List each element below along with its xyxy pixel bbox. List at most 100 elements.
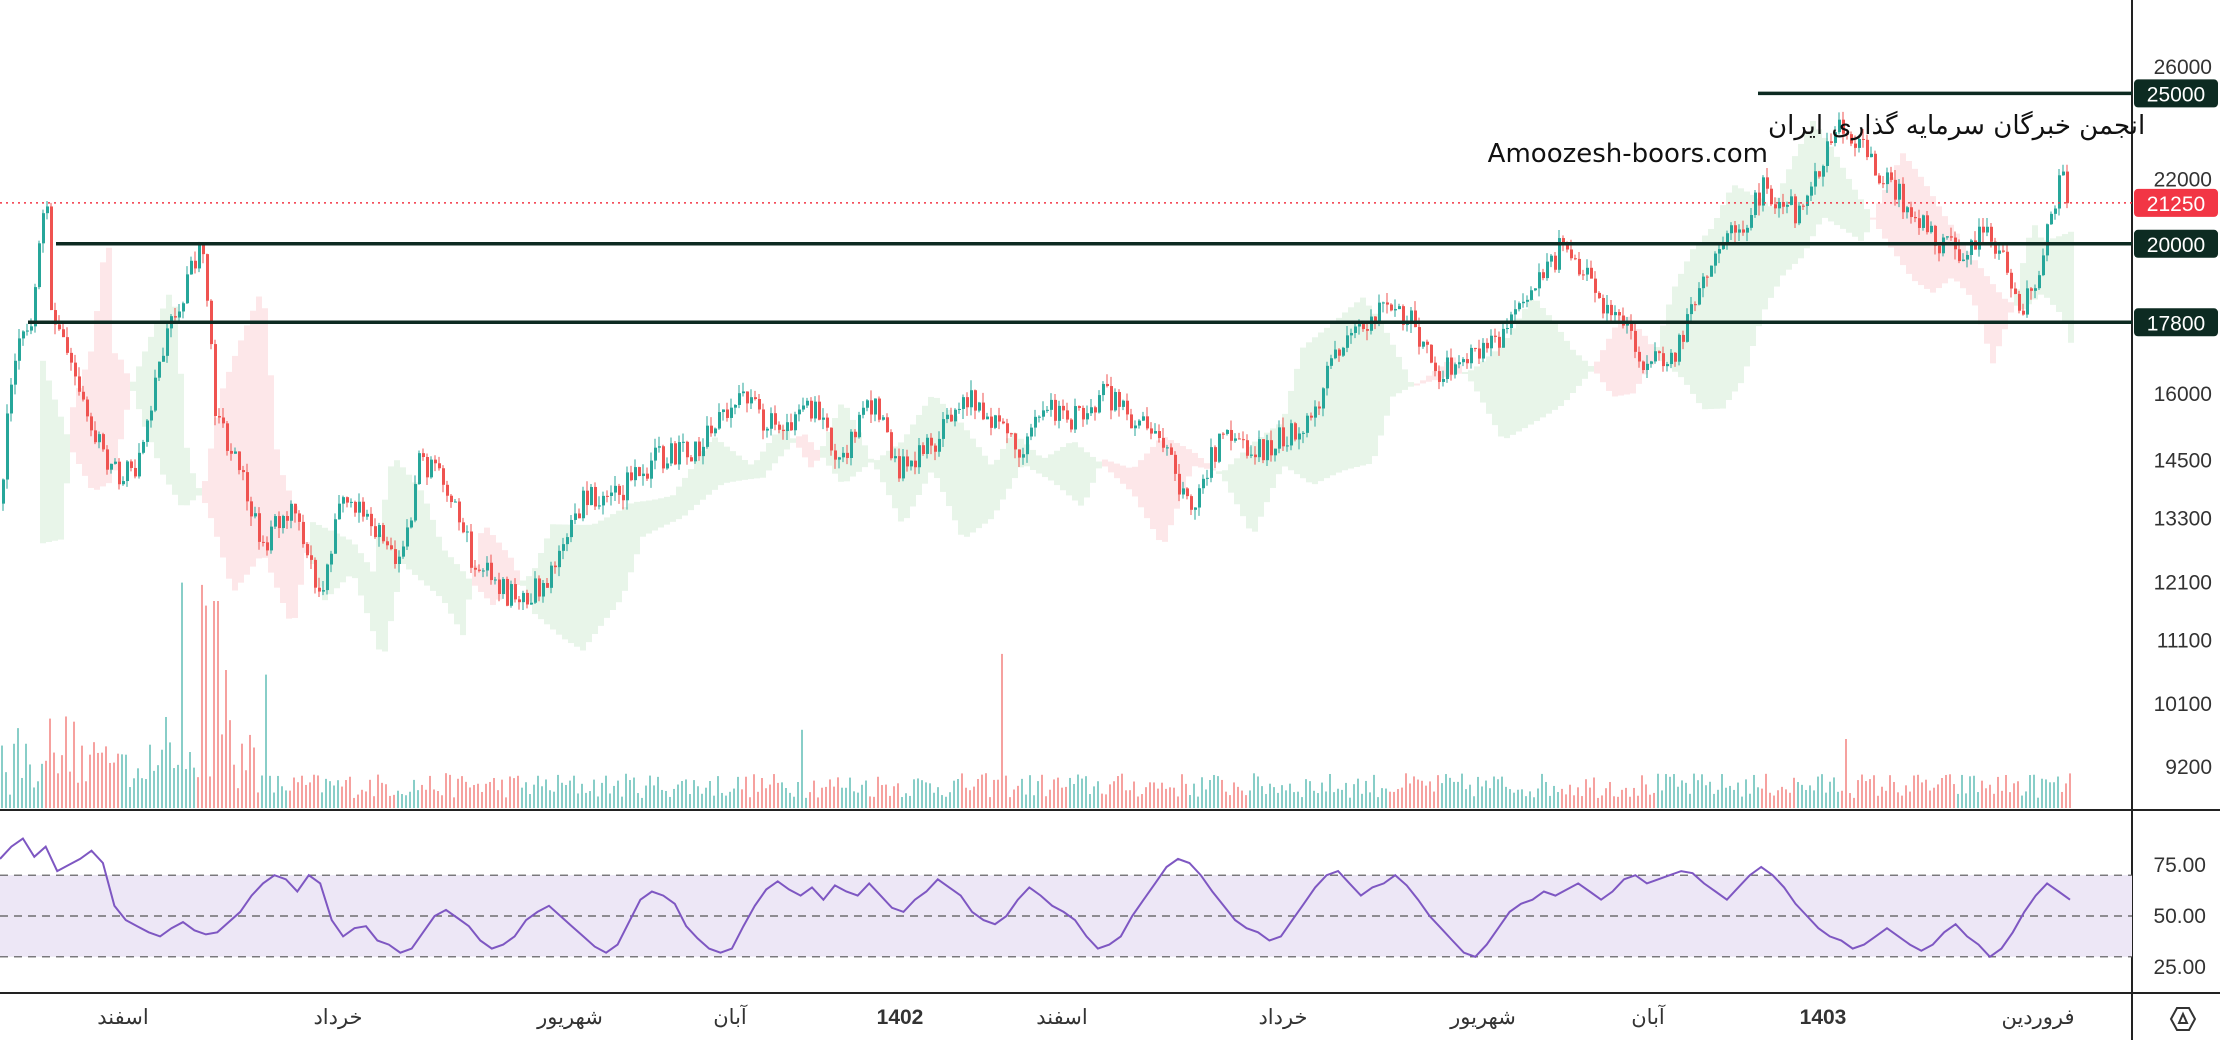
candle-body [1522, 301, 1525, 304]
volume-bar [1425, 785, 1427, 808]
volume-bar [1689, 793, 1691, 808]
candle-body [166, 328, 169, 356]
candle-body [402, 546, 405, 557]
cloud-segment [136, 366, 142, 410]
volume-bar [1917, 774, 1919, 808]
candle-body [414, 484, 417, 521]
volume-bar [1041, 774, 1043, 808]
candle [274, 514, 277, 529]
cloud-segment [1660, 325, 1666, 362]
candle [706, 416, 709, 449]
candle [138, 443, 141, 479]
volume-bar [1229, 795, 1231, 808]
cloud-segment [736, 455, 742, 481]
volume-bar [397, 790, 399, 808]
volume-bar [2029, 775, 2031, 808]
price-tick-label: 9200 [2165, 756, 2212, 779]
candle-body [682, 441, 685, 443]
price-tick-label: 16000 [2154, 383, 2212, 406]
candle-body [1218, 433, 1221, 462]
candle-body [818, 401, 821, 420]
cloud-segment [442, 550, 448, 604]
volume-bar [1681, 780, 1683, 808]
candle [882, 415, 885, 421]
candle [586, 481, 589, 516]
cloud-segment [1486, 356, 1492, 414]
candle-body [206, 254, 209, 301]
candle [466, 525, 469, 543]
cloud-segment [976, 447, 982, 529]
volume-bar [1905, 785, 1907, 808]
cloud-segment [106, 247, 112, 484]
volume-bar [2041, 778, 2043, 808]
candle-body [1178, 473, 1181, 495]
candle-body [870, 400, 873, 415]
volume-bar [1345, 782, 1347, 808]
cloud-segment [1570, 349, 1576, 393]
candle-body [1014, 433, 1017, 450]
volume-bar [2013, 783, 2015, 808]
cloud-segment [1504, 337, 1510, 439]
candle [966, 392, 969, 416]
candle [1334, 340, 1337, 360]
candle-body [946, 414, 949, 420]
volume-bar [693, 780, 695, 808]
candle-body [774, 413, 777, 425]
cloud-segment [1528, 299, 1534, 425]
candle [198, 241, 201, 273]
candle [1674, 352, 1677, 367]
candle-body [1078, 406, 1081, 408]
candle [1690, 297, 1693, 324]
hexagon-settings-icon[interactable] [2169, 1007, 2197, 1031]
candle-body [2026, 288, 2029, 315]
candle-body [978, 402, 981, 411]
candle [1006, 418, 1009, 444]
candle-body [114, 461, 117, 464]
candle-body [330, 553, 333, 565]
candle-body [958, 408, 961, 410]
candle-body [678, 442, 681, 465]
candle [1294, 421, 1297, 442]
candle-body [1618, 312, 1621, 316]
candle-body [106, 449, 109, 470]
candle-body [554, 565, 557, 568]
candle [1642, 360, 1645, 374]
cloud-segment [892, 446, 898, 509]
candle [1310, 412, 1313, 421]
cloud-segment [430, 519, 436, 591]
cloud-segment [1186, 449, 1192, 477]
candle-body [154, 377, 157, 411]
candle-body [858, 414, 861, 438]
candle [1458, 355, 1461, 369]
candle [902, 449, 905, 482]
candle-body [314, 559, 317, 588]
volume-bar [385, 784, 387, 808]
volume-bar [1957, 793, 1959, 808]
volume-bar [1885, 790, 1887, 808]
candle-body [1706, 276, 1709, 278]
cloud-segment [946, 409, 952, 507]
cloud-segment [1666, 304, 1672, 367]
candle-body [734, 404, 737, 408]
cloud-segment [352, 544, 358, 579]
candle-body [2066, 171, 2069, 204]
candle [1338, 348, 1341, 362]
candle-body [1922, 215, 1925, 228]
candle [1150, 422, 1153, 440]
candle-body [1798, 205, 1801, 224]
volume-bar [893, 786, 895, 808]
candle [1078, 405, 1081, 411]
volume-bar [13, 743, 15, 808]
candle-body [838, 457, 841, 460]
candle [974, 389, 977, 420]
candle-body [1790, 196, 1793, 205]
candle-body [1354, 326, 1357, 333]
candle [654, 438, 657, 470]
candle-body [542, 583, 545, 597]
candle-body [334, 519, 337, 554]
candle [166, 322, 169, 363]
volume-bar [1797, 782, 1799, 808]
cloud-segment [634, 501, 640, 555]
volume-bar [873, 796, 875, 808]
candle [1882, 176, 1885, 189]
